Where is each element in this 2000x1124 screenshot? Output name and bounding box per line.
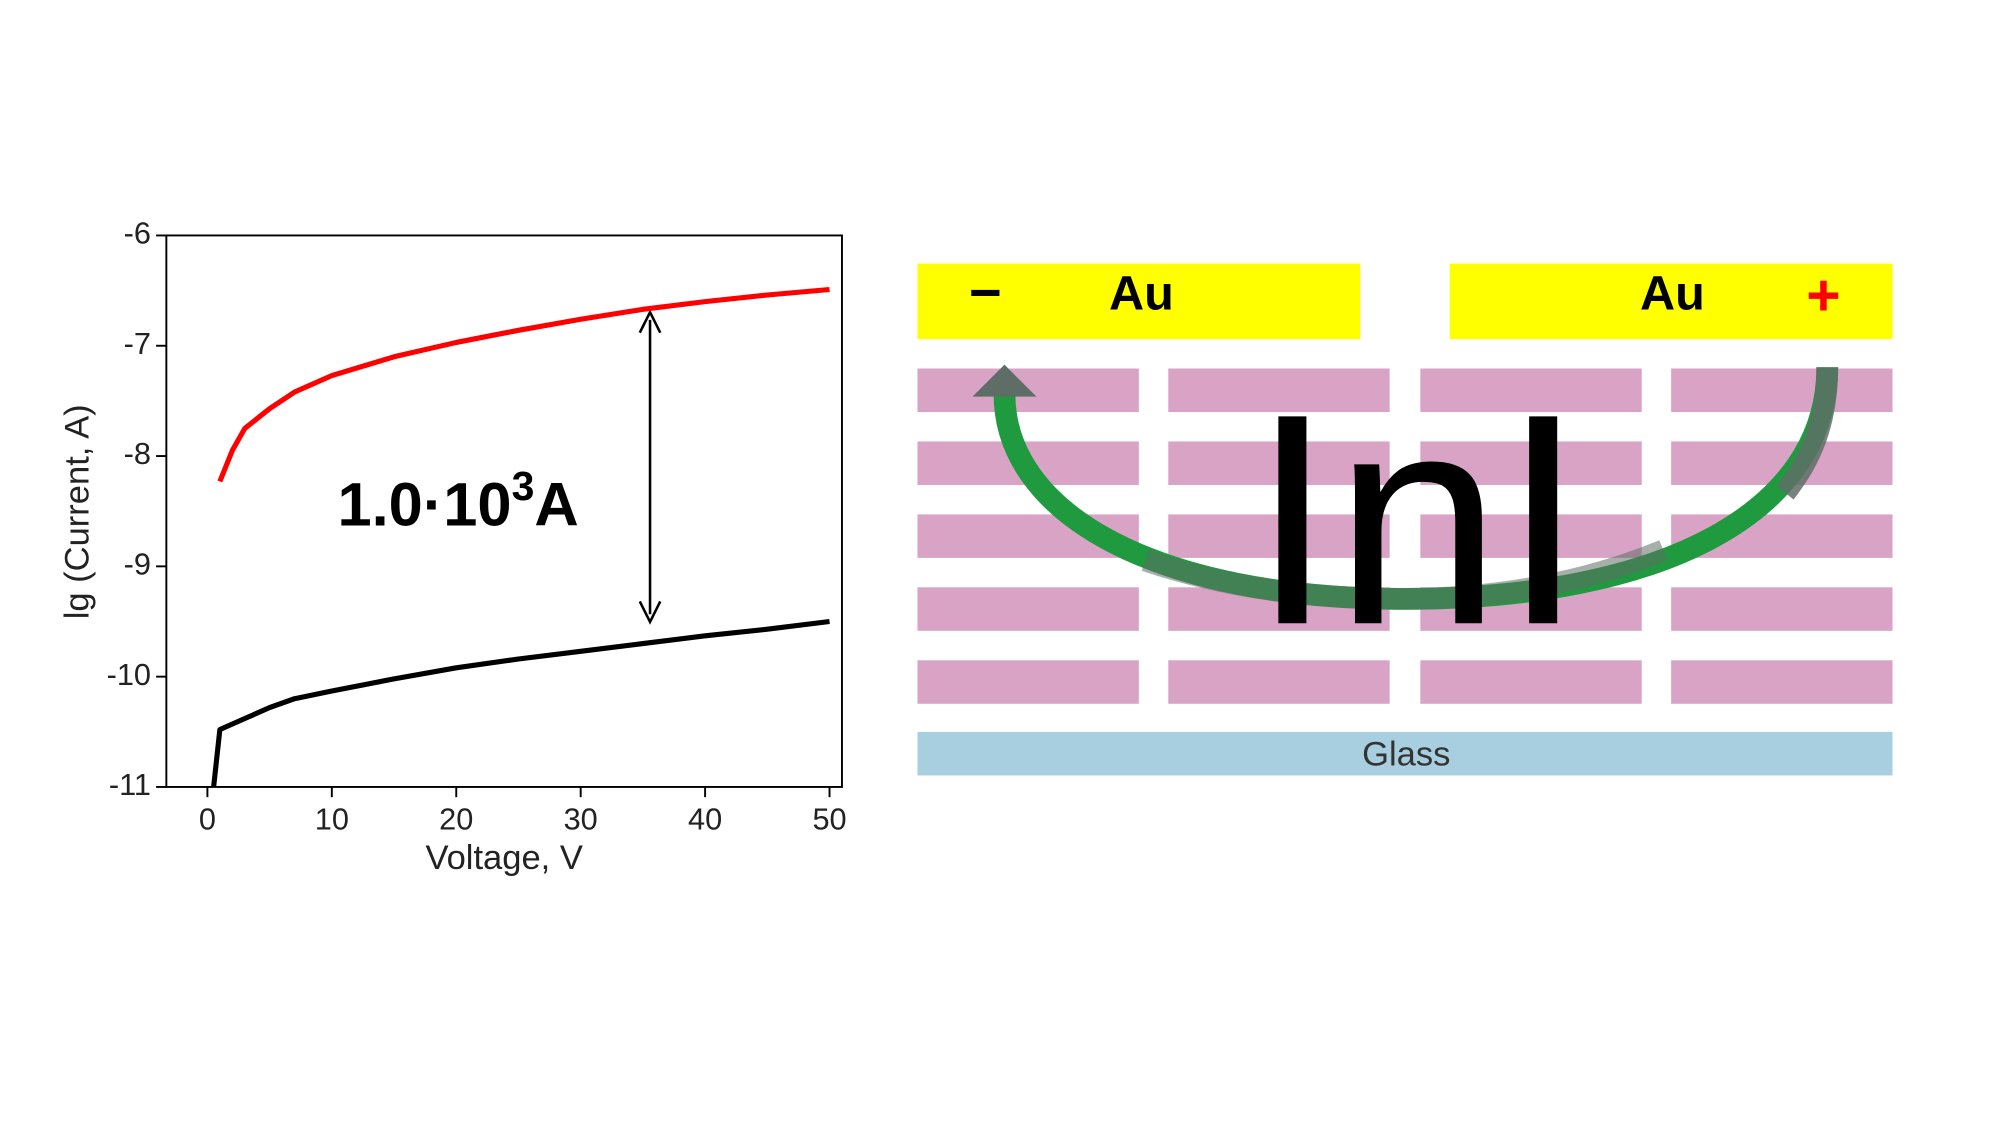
ini-layer bbox=[1168, 368, 1390, 413]
ini-layer bbox=[1671, 587, 1893, 631]
current-path-shade bbox=[1141, 540, 1668, 610]
x-axis-label: Voltage, V bbox=[425, 839, 582, 877]
electrode-label: Au bbox=[1640, 267, 1705, 321]
data-line bbox=[217, 286, 830, 483]
layer-label: InI bbox=[1251, 351, 1585, 687]
x-tick-label: 20 bbox=[439, 802, 473, 837]
x-tick-label: 40 bbox=[688, 802, 722, 837]
y-axis-label: lg (Current, A) bbox=[58, 404, 96, 619]
ini-layer bbox=[1420, 660, 1642, 704]
ini-layer bbox=[1168, 660, 1390, 704]
data-line bbox=[211, 618, 830, 788]
y-tick-label: -9 bbox=[124, 546, 151, 581]
substrate-label: Glass bbox=[1362, 735, 1450, 773]
annotation-base: 1.0·10 bbox=[337, 470, 511, 539]
x-tick-label: 0 bbox=[199, 802, 216, 837]
plot-frame bbox=[165, 234, 843, 788]
ini-layer bbox=[1671, 368, 1893, 413]
device-diagram: Glass InI − Au Au + bbox=[917, 261, 1893, 776]
x-tick-label: 50 bbox=[812, 802, 846, 837]
ini-layer bbox=[1420, 514, 1642, 558]
x-tick-label: 30 bbox=[564, 802, 598, 837]
arrow-heads bbox=[638, 309, 662, 625]
electrode-sign: − bbox=[969, 261, 1002, 324]
ini-layer bbox=[1168, 514, 1390, 558]
y-tick-label: -10 bbox=[107, 657, 151, 692]
electrode bbox=[917, 263, 1361, 340]
annotation: 1.0·103A bbox=[337, 463, 578, 540]
x-tick-label: 10 bbox=[315, 802, 349, 837]
electrode bbox=[1449, 263, 1893, 340]
ini-layer bbox=[1420, 441, 1642, 485]
current-arrowhead bbox=[972, 364, 1037, 397]
y-tick-label: -11 bbox=[109, 767, 151, 802]
annotation-unit: A bbox=[534, 470, 578, 539]
ini-layer bbox=[1168, 441, 1390, 485]
y-tick-label: -6 bbox=[124, 216, 151, 251]
ini-layer bbox=[917, 587, 1139, 631]
current-path-shade bbox=[1776, 367, 1839, 500]
y-tick-label: -7 bbox=[124, 326, 151, 361]
electrode-label: Au bbox=[1109, 267, 1174, 321]
ini-layer bbox=[1671, 660, 1893, 704]
y-tick-label: -8 bbox=[124, 436, 151, 471]
ini-layer bbox=[917, 660, 1139, 704]
glass-substrate bbox=[917, 731, 1893, 776]
annotation-exponent: 3 bbox=[512, 463, 535, 509]
ini-layer bbox=[1420, 368, 1642, 413]
electrode-sign: + bbox=[1806, 263, 1840, 328]
